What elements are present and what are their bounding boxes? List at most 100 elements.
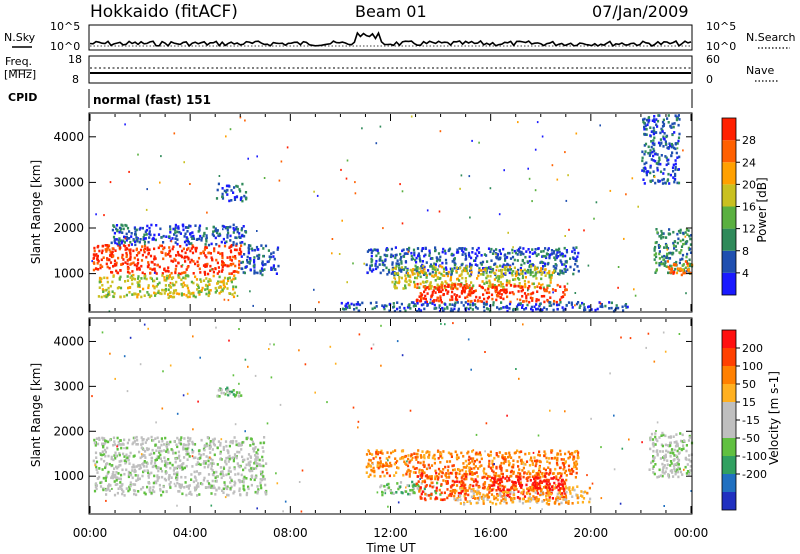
data-cell bbox=[120, 443, 123, 446]
data-cell bbox=[382, 464, 385, 467]
data-cell bbox=[386, 451, 389, 454]
data-cell bbox=[417, 254, 420, 257]
data-cell bbox=[423, 487, 426, 491]
data-cell bbox=[514, 481, 517, 485]
data-cell bbox=[504, 268, 508, 272]
nsky-tick-top-right: 10^5 bbox=[706, 20, 736, 33]
data-cell bbox=[232, 389, 235, 392]
data-cell bbox=[200, 239, 203, 242]
data-cell bbox=[121, 442, 124, 446]
data-cell bbox=[512, 270, 515, 273]
data-cell bbox=[651, 130, 655, 133]
data-cell bbox=[441, 306, 444, 310]
data-cell bbox=[184, 260, 187, 263]
data-cell bbox=[497, 474, 501, 478]
data-cell bbox=[411, 273, 414, 276]
data-cell bbox=[533, 286, 536, 289]
data-cell bbox=[105, 262, 108, 266]
data-cell bbox=[508, 251, 511, 255]
data-cell bbox=[234, 257, 237, 260]
data-cell bbox=[436, 296, 439, 300]
data-cell bbox=[404, 309, 407, 313]
data-cell bbox=[504, 477, 507, 480]
data-cell bbox=[424, 246, 427, 250]
data-cell bbox=[175, 280, 178, 284]
data-cell bbox=[470, 299, 473, 303]
data-cell bbox=[117, 239, 120, 242]
data-cell bbox=[192, 450, 195, 453]
data-cell bbox=[505, 288, 508, 292]
data-cell bbox=[192, 456, 195, 460]
data-cell bbox=[177, 261, 180, 265]
data-cell bbox=[403, 455, 406, 459]
data-cell bbox=[474, 478, 477, 481]
data-cell bbox=[238, 266, 241, 270]
data-cell bbox=[374, 455, 378, 459]
data-cell bbox=[505, 452, 508, 455]
data-cell bbox=[361, 301, 364, 305]
data-cell bbox=[128, 230, 131, 233]
data-cell bbox=[567, 464, 571, 468]
data-cell bbox=[394, 272, 397, 275]
data-cell bbox=[674, 162, 677, 166]
data-cell bbox=[505, 469, 508, 472]
data-cell bbox=[99, 485, 103, 488]
data-cell bbox=[222, 448, 225, 451]
data-cell bbox=[481, 497, 484, 500]
data-cell bbox=[430, 481, 433, 485]
data-cell bbox=[659, 138, 662, 141]
data-cell bbox=[233, 466, 236, 469]
data-cell bbox=[675, 118, 678, 122]
data-cell bbox=[463, 494, 466, 498]
data-cell bbox=[220, 240, 223, 244]
data-cell bbox=[442, 309, 445, 313]
data-cell bbox=[665, 265, 668, 268]
data-cell bbox=[383, 253, 386, 257]
data-cell bbox=[214, 229, 218, 233]
data-cell bbox=[511, 255, 515, 259]
data-cell bbox=[531, 282, 534, 286]
data-cell bbox=[415, 269, 418, 272]
data-cell bbox=[206, 479, 209, 483]
data-cell bbox=[181, 264, 184, 267]
data-cell bbox=[451, 489, 454, 493]
data-cell bbox=[655, 261, 658, 265]
data-cell bbox=[551, 488, 554, 492]
data-cell bbox=[506, 295, 509, 299]
data-cell bbox=[480, 285, 483, 289]
data-cell bbox=[484, 494, 487, 498]
data-cell bbox=[122, 258, 125, 261]
data-cell bbox=[123, 472, 126, 476]
data-cell bbox=[222, 445, 225, 449]
data-cell bbox=[133, 277, 137, 281]
data-cell bbox=[155, 481, 158, 485]
data-cell bbox=[147, 481, 150, 484]
data-cell bbox=[499, 467, 502, 470]
data-cell bbox=[393, 276, 396, 279]
data-cell bbox=[135, 465, 138, 468]
data-cell bbox=[147, 471, 150, 474]
data-cell bbox=[666, 260, 669, 263]
data-cell bbox=[130, 243, 133, 246]
data-cell bbox=[95, 437, 98, 440]
data-cell bbox=[415, 256, 418, 260]
data-cell bbox=[164, 287, 167, 291]
data-cell bbox=[569, 472, 572, 475]
data-cell bbox=[672, 272, 675, 275]
data-cell bbox=[509, 300, 512, 304]
data-cell bbox=[547, 473, 551, 476]
data-cell bbox=[678, 155, 681, 159]
data-cell bbox=[481, 260, 485, 264]
data-cell bbox=[518, 250, 521, 254]
data-cell bbox=[498, 451, 501, 454]
data-cell bbox=[533, 265, 537, 269]
data-cell bbox=[169, 231, 172, 234]
data-cell bbox=[475, 295, 478, 299]
data-cell bbox=[681, 433, 684, 437]
data-cell bbox=[512, 481, 515, 484]
data-cell bbox=[643, 121, 646, 125]
data-cell bbox=[131, 469, 134, 472]
data-cell bbox=[194, 275, 197, 279]
data-cell bbox=[534, 148, 537, 151]
data-cell bbox=[553, 476, 556, 479]
